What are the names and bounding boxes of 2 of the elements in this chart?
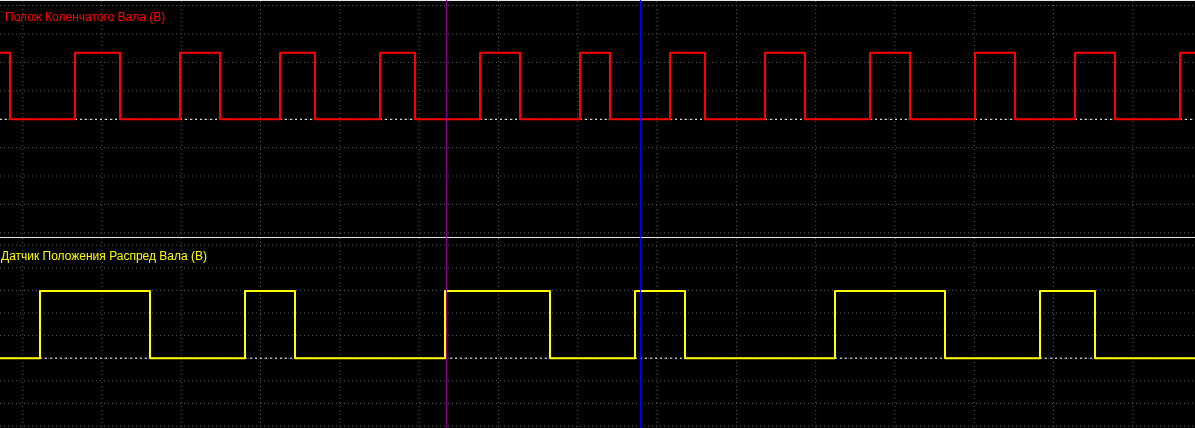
chart-title: Полож Коленчатого Вала (В)	[5, 10, 166, 24]
chart-title: Датчик Положения Распред Вала (В)	[1, 249, 208, 263]
